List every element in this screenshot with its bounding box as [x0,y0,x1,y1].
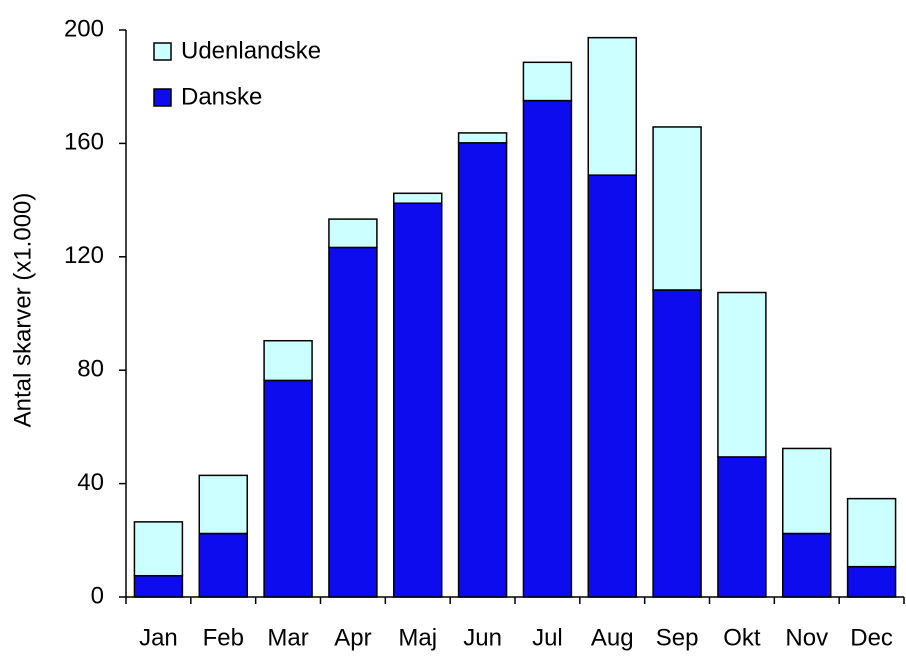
bar-segment [457,142,508,598]
x-tick-label: Aug [591,624,634,651]
bar-segment [717,456,767,598]
x-tick-label: Maj [398,624,437,651]
bar-segment [652,126,702,291]
x-tick-label: Jul [532,624,563,651]
bar-segment [846,497,897,568]
x-tick-label: Apr [334,624,371,651]
bar-segment [133,574,184,598]
bar-segment [587,174,637,598]
legend-label: Danske [181,83,262,110]
y-tick-label: 160 [64,129,104,156]
bar-segment [717,291,767,458]
x-tick-label: Jun [463,624,502,651]
bar-segment [782,447,832,535]
y-tick-label: 200 [64,15,104,42]
x-tick-label: Dec [850,624,893,651]
y-tick-label: 80 [77,356,104,383]
y-tick-label: 40 [77,469,104,496]
bar-segment [522,61,573,102]
bar-segment [846,565,897,598]
bar-segment [457,132,508,144]
bar-segment [393,202,443,598]
x-tick-label: Feb [203,624,244,651]
bar-segment [587,36,637,176]
bar-segment [522,99,573,598]
y-tick-label: 120 [64,242,104,269]
x-tick-label: Sep [656,624,699,651]
bar-segment [133,521,184,577]
y-tick-label: 0 [91,582,104,609]
bar-segment [328,218,378,249]
bar-segment [198,532,248,598]
x-tick-label: Jan [139,624,178,651]
x-tick-label: Nov [785,624,828,651]
bar-segment [263,339,313,382]
legend-swatch [153,88,172,107]
bar-segment [652,289,702,598]
bar-segment [782,532,832,598]
x-tick-label: Okt [723,624,761,651]
bar-segment [393,192,443,204]
bar-segment [198,474,248,535]
x-tick-label: Mar [267,624,308,651]
legend-label: Udenlandske [181,37,321,64]
y-axis-label: Antal skarver (x1.000) [9,193,36,428]
bar-segment [328,246,378,598]
legend-swatch [153,42,172,61]
bar-segment [263,379,313,598]
